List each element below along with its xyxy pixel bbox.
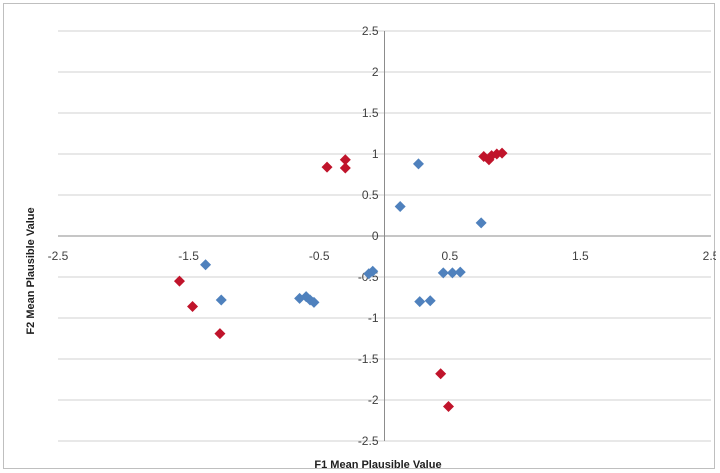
data-point-series-2 bbox=[339, 162, 351, 174]
y-axis-title: F2 Mean Plausible Value bbox=[25, 207, 37, 334]
data-point-series-1 bbox=[414, 296, 426, 308]
y-tick-label: 2.5 bbox=[362, 24, 379, 38]
data-point-series-2 bbox=[187, 301, 199, 313]
x-tick-label: 2.5 bbox=[703, 249, 716, 263]
data-point-series-1 bbox=[367, 265, 379, 277]
y-tick-label: 2 bbox=[372, 65, 379, 79]
x-tick-label: -1.5 bbox=[178, 249, 199, 263]
x-tick-label: -2.5 bbox=[48, 249, 69, 263]
data-point-series-2 bbox=[442, 401, 454, 413]
y-tick-label: -2.5 bbox=[358, 434, 379, 448]
y-tick-label: 0 bbox=[372, 229, 379, 243]
y-tick-label: -1 bbox=[368, 311, 379, 325]
data-point-series-1 bbox=[412, 158, 424, 170]
data-point-series-1 bbox=[446, 267, 458, 279]
x-tick-label: 0.5 bbox=[441, 249, 458, 263]
data-point-series-1 bbox=[200, 259, 212, 271]
y-tick-label: 0.5 bbox=[362, 188, 379, 202]
tick-labels: 2.521.510.50-0.5-1-1.5-2-2.5-2.5-1.5-0.5… bbox=[48, 24, 716, 448]
y-tick-label: 1 bbox=[372, 147, 379, 161]
chart-frame: 2.521.510.50-0.5-1-1.5-2-2.5-2.5-1.5-0.5… bbox=[3, 3, 716, 470]
x-tick-label: 1.5 bbox=[572, 249, 589, 263]
data-point-series-2 bbox=[214, 328, 226, 340]
data-point-series-1 bbox=[475, 217, 487, 229]
y-tick-label: -2 bbox=[368, 393, 379, 407]
data-point-series-1 bbox=[454, 266, 466, 278]
data-point-series-1 bbox=[215, 294, 227, 306]
data-point-series-1 bbox=[394, 200, 406, 212]
data-point-series-1 bbox=[308, 296, 320, 308]
data-point-series-1 bbox=[424, 295, 436, 307]
data-point-series-2 bbox=[339, 154, 351, 166]
y-tick-label: -1.5 bbox=[358, 352, 379, 366]
data-point-series-2 bbox=[321, 161, 333, 173]
data-point-series-2 bbox=[496, 147, 508, 159]
data-point-series-2 bbox=[435, 368, 447, 380]
data-points bbox=[173, 147, 508, 413]
data-point-series-1 bbox=[437, 267, 449, 279]
scatter-plot: 2.521.510.50-0.5-1-1.5-2-2.5-2.5-1.5-0.5… bbox=[25, 24, 716, 470]
data-point-series-2 bbox=[173, 275, 185, 287]
y-tick-label: 1.5 bbox=[362, 106, 379, 120]
x-tick-label: -0.5 bbox=[309, 249, 330, 263]
axes bbox=[58, 31, 711, 441]
x-axis-title: F1 Mean Plausible Value bbox=[314, 459, 441, 470]
